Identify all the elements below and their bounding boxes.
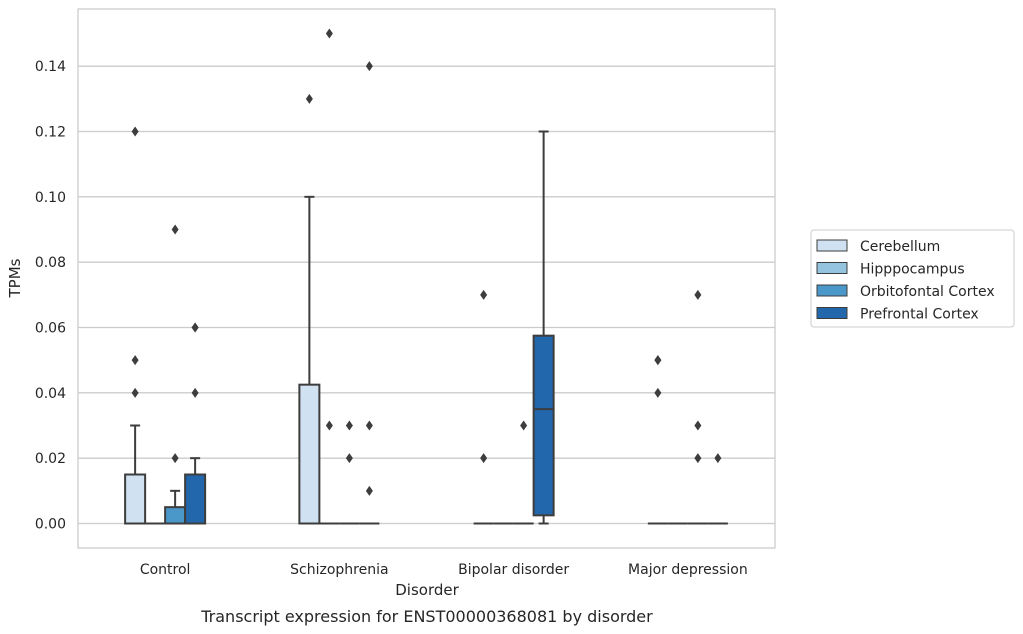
box-orbitofontal-cortex	[687, 289, 708, 525]
y-tick-label: 0.14	[35, 59, 66, 75]
legend-frame	[810, 229, 1015, 328]
outlier-point	[345, 420, 353, 431]
plot-marks	[124, 28, 728, 525]
outlier-point	[345, 453, 353, 464]
box-prefrontal-cortex	[532, 130, 555, 525]
outlier-point	[365, 485, 373, 496]
outlier-point	[694, 420, 702, 431]
figure-caption: Transcript expression for ENST0000036808…	[200, 607, 653, 626]
x-tick-label: Control	[140, 562, 191, 578]
outlier-point	[171, 453, 179, 464]
outlier-point	[131, 387, 139, 398]
x-axis-label: Disorder	[395, 581, 459, 599]
box	[124, 473, 147, 525]
box-prefrontal-cortex	[359, 61, 380, 525]
box-cerebellum	[124, 126, 147, 525]
box-cerebellum	[473, 289, 494, 525]
outlier-point	[325, 420, 333, 431]
legend-swatch	[816, 307, 848, 319]
x-tick-labels: Control Schizophrenia Bipolar disorder Majo…	[140, 562, 748, 578]
y-tick-label: 0.10	[35, 190, 66, 206]
box	[164, 506, 187, 525]
box-prefrontal-cortex	[707, 453, 728, 525]
outlier-point	[654, 355, 662, 366]
legend-swatch	[816, 239, 848, 252]
outlier-point	[520, 420, 528, 431]
y-tick-labels: 0.00 0.02 0.04 0.06 0.08 0.10 0.12 0.14	[35, 59, 66, 532]
box	[532, 334, 555, 517]
outlier-point	[480, 289, 488, 300]
outlier-point	[325, 28, 333, 39]
box-orbitofontal-cortex	[513, 420, 534, 525]
box-cerebellum	[647, 355, 668, 525]
outlier-point	[131, 355, 139, 366]
outlier-point	[191, 322, 199, 333]
legend-swatch	[816, 284, 848, 297]
box	[298, 383, 321, 525]
box-hipppocampus	[319, 28, 340, 525]
box	[184, 473, 207, 525]
outlier-point	[191, 387, 199, 398]
outlier-point	[694, 289, 702, 300]
outlier-point	[365, 61, 373, 72]
x-tick-label: Major depression	[628, 562, 748, 578]
outlier-point	[365, 420, 373, 431]
legend-swatch	[816, 262, 848, 274]
y-tick-label: 0.02	[35, 451, 66, 467]
y-tick-label: 0.12	[35, 125, 66, 141]
y-gridlines	[78, 65, 775, 525]
legend-label: Orbitofontal Cortex	[860, 284, 995, 300]
legend-label: Cerebellum	[860, 239, 940, 255]
legend: Cerebellum Hipppocampus Orbitofontal Corte…	[810, 229, 1015, 328]
x-tick-label: Bipolar disorder	[458, 562, 569, 578]
outlier-point	[171, 224, 179, 235]
box-orbitofontal-cortex	[164, 224, 187, 525]
outlier-point	[131, 126, 139, 137]
plot-frame	[77, 8, 776, 549]
legend-label: Hipppocampus	[860, 262, 965, 278]
box-cerebellum	[298, 93, 321, 525]
box-orbitofontal-cortex	[339, 420, 360, 525]
y-axis-label: TPMs	[6, 258, 24, 298]
x-tick-label: Schizophrenia	[290, 562, 388, 578]
box-prefrontal-cortex	[184, 322, 207, 525]
y-tick-label: 0.06	[35, 321, 66, 337]
outlier-point	[480, 453, 488, 464]
outlier-point	[714, 453, 722, 464]
y-tick-label: 0.04	[35, 386, 66, 402]
outlier-point	[654, 387, 662, 398]
legend-label: Prefrontal Cortex	[860, 307, 979, 323]
outlier-point	[694, 453, 702, 464]
y-tick-label: 0.00	[35, 517, 66, 533]
outlier-point	[305, 93, 313, 104]
y-tick-label: 0.08	[35, 255, 66, 271]
